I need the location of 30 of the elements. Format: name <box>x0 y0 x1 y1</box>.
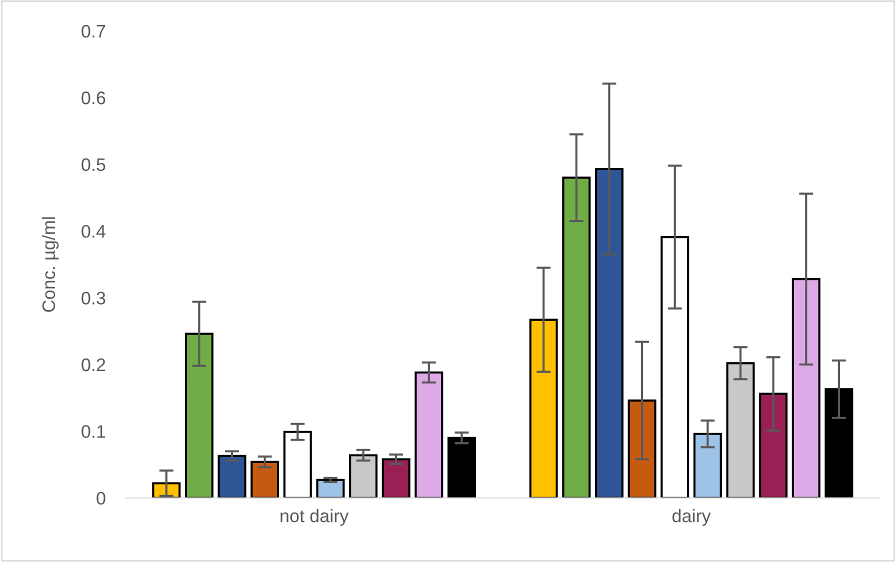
y-tick-label: 0.1 <box>82 425 106 438</box>
bar <box>628 399 656 498</box>
bar <box>382 458 410 498</box>
bar <box>283 430 312 498</box>
y-tick-label: 0 <box>96 492 106 505</box>
bar <box>184 332 214 498</box>
y-tick-label: 0.2 <box>82 358 106 372</box>
bar <box>660 236 690 498</box>
bar <box>316 478 345 498</box>
bar <box>349 454 378 498</box>
bar <box>792 278 820 498</box>
bar <box>759 392 788 498</box>
y-tick-label: 0.7 <box>82 24 106 38</box>
bar <box>824 388 854 498</box>
bar <box>594 168 624 498</box>
bar <box>414 371 444 498</box>
bar <box>447 436 476 498</box>
bar <box>562 176 591 498</box>
x-tick-label: not dairy <box>280 509 349 526</box>
y-tick-label: 0.6 <box>82 92 106 104</box>
bar <box>693 432 722 498</box>
bar <box>726 362 755 498</box>
y-tick-label: 0.5 <box>82 158 106 172</box>
bar <box>250 460 280 498</box>
bar <box>218 454 246 498</box>
x-tick-label: dairy <box>672 509 711 526</box>
y-tick-label: 0.3 <box>82 292 106 304</box>
y-axis-title: Conc. µg/ml <box>42 217 59 312</box>
y-tick-label: 0.4 <box>82 224 106 238</box>
bar <box>529 318 558 498</box>
